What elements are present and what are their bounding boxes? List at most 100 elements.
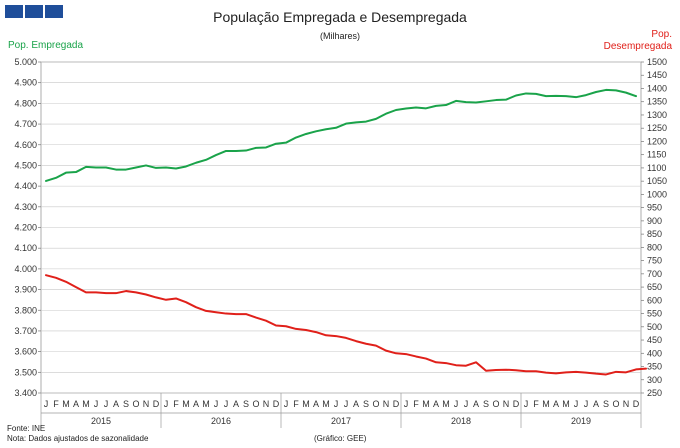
y-tick-label-left: 4.300 <box>14 202 37 212</box>
x-month-label: M <box>82 399 90 409</box>
y-tick-label-right: 1400 <box>647 83 667 93</box>
x-month-label: J <box>464 399 469 409</box>
x-month-label: A <box>193 399 199 409</box>
x-month-label: N <box>503 399 510 409</box>
x-month-label: A <box>353 399 359 409</box>
y-tick-label-left: 5.000 <box>14 57 37 67</box>
y-tick-label-right: 650 <box>647 282 662 292</box>
x-month-label: D <box>273 399 280 409</box>
x-month-label: J <box>44 399 49 409</box>
x-month-label: S <box>243 399 249 409</box>
y-tick-label-left: 4.800 <box>14 98 37 108</box>
y-tick-label-left: 3.900 <box>14 285 37 295</box>
y-tick-label-left: 4.100 <box>14 243 37 253</box>
y-tick-label-right: 1500 <box>647 57 667 67</box>
x-month-label: M <box>322 399 330 409</box>
x-month-label: J <box>334 399 339 409</box>
y-tick-label-right: 450 <box>647 335 662 345</box>
y-tick-label-right: 1100 <box>647 163 666 173</box>
x-month-label: D <box>633 399 640 409</box>
x-month-label: D <box>153 399 160 409</box>
y-tick-label-left: 3.700 <box>14 326 37 336</box>
y-tick-label-left: 4.000 <box>14 264 37 274</box>
x-month-label: A <box>233 399 239 409</box>
y-tick-label-left: 4.200 <box>14 223 37 233</box>
y-tick-label-right: 500 <box>647 322 662 332</box>
x-month-label: O <box>372 399 379 409</box>
series-line-unemployed <box>45 274 647 376</box>
x-month-label: J <box>224 399 229 409</box>
x-month-label: N <box>263 399 270 409</box>
left-axis-title: Pop. Empregada <box>8 40 84 51</box>
x-month-label: J <box>574 399 579 409</box>
y-tick-label-right: 1000 <box>647 189 667 199</box>
x-month-label: M <box>562 399 570 409</box>
y-tick-label-left: 3.800 <box>14 305 37 315</box>
y-tick-label-right: 1450 <box>647 70 667 80</box>
x-month-label: J <box>284 399 289 409</box>
y-tick-label-right: 1250 <box>647 123 667 133</box>
y-tick-label-right: 400 <box>647 348 662 358</box>
x-month-label: J <box>214 399 219 409</box>
y-tick-label-left: 3.400 <box>14 388 37 398</box>
chart-subtitle: (Milhares) <box>319 31 360 41</box>
chart-title: População Empregada e Desempregada <box>213 9 467 25</box>
x-month-label: S <box>603 399 609 409</box>
logo-block <box>5 5 23 18</box>
y-tick-label-right: 700 <box>647 269 662 279</box>
x-month-label: M <box>302 399 310 409</box>
x-month-label: S <box>483 399 489 409</box>
y-tick-label-right: 550 <box>647 309 662 319</box>
y-tick-label-right: 300 <box>647 375 662 385</box>
footer-credit: (Gráfico: GEE) <box>314 434 367 443</box>
right-axis-title: Pop. Desempregada <box>603 29 672 52</box>
x-month-label: O <box>252 399 259 409</box>
x-month-label: D <box>513 399 520 409</box>
x-month-label: O <box>132 399 139 409</box>
x-month-label: O <box>612 399 619 409</box>
y-tick-label-right: 750 <box>647 256 662 266</box>
x-month-label: M <box>62 399 70 409</box>
x-year-label: 2019 <box>571 416 591 426</box>
y-tick-label-right: 900 <box>647 216 662 226</box>
x-month-label: A <box>553 399 559 409</box>
x-month-label: J <box>404 399 409 409</box>
y-tick-label-left: 3.500 <box>14 367 37 377</box>
x-month-label: J <box>524 399 529 409</box>
x-month-label: A <box>313 399 319 409</box>
x-month-label: F <box>293 399 299 409</box>
x-month-label: N <box>383 399 390 409</box>
y-tick-label-left: 4.600 <box>14 140 37 150</box>
x-month-label: M <box>182 399 190 409</box>
y-tick-label-right: 1050 <box>647 176 667 186</box>
x-month-label: M <box>542 399 550 409</box>
x-month-label: S <box>363 399 369 409</box>
y-tick-label-right: 250 <box>647 388 662 398</box>
y-tick-label-right: 350 <box>647 362 662 372</box>
y-tick-label-left: 4.900 <box>14 78 37 88</box>
x-month-label: F <box>53 399 59 409</box>
series-line-employed <box>45 88 637 182</box>
y-tick-label-right: 600 <box>647 295 662 305</box>
x-month-label: F <box>533 399 539 409</box>
logo-block <box>25 5 43 18</box>
x-month-label: S <box>123 399 129 409</box>
y-tick-label-right: 800 <box>647 242 662 252</box>
x-month-label: J <box>94 399 99 409</box>
x-month-label: O <box>492 399 499 409</box>
y-tick-label-right: 850 <box>647 229 662 239</box>
y-tick-label-right: 1300 <box>647 110 667 120</box>
y-tick-label-right: 1200 <box>647 136 667 146</box>
x-month-label: M <box>422 399 430 409</box>
x-month-label: A <box>73 399 79 409</box>
footer-source: Fonte: INE <box>7 424 46 433</box>
y-tick-label-left: 4.400 <box>14 181 37 191</box>
x-year-label: 2018 <box>451 416 471 426</box>
x-month-label: A <box>433 399 439 409</box>
x-month-label: M <box>442 399 450 409</box>
y-tick-label-right: 1150 <box>647 150 666 160</box>
x-month-label: J <box>344 399 349 409</box>
y-tick-label-left: 3.600 <box>14 347 37 357</box>
x-year-label: 2016 <box>211 416 231 426</box>
